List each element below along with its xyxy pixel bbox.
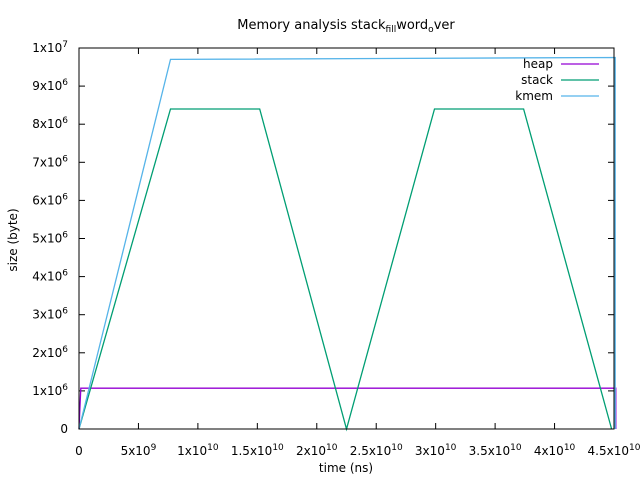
x-tick-label-5-mantissa: 2.5x10 (350, 444, 391, 458)
x-tick-label-3-mantissa: 1.5x10 (231, 444, 272, 458)
y-tick-label-5-exponent: 6 (62, 231, 68, 241)
y-tick-label-2-mantissa: 2x10 (32, 346, 62, 360)
x-tick-label-1-mantissa: 5x10 (121, 444, 151, 458)
y-tick-label-5: 5x106 (32, 231, 68, 246)
y-tick-labels: 01x1062x1063x1064x1065x1066x1067x1068x10… (32, 40, 68, 436)
x-tick-label-8: 4x1010 (534, 443, 576, 458)
y-tick-label-8-exponent: 6 (62, 116, 68, 126)
x-tick-label-7-mantissa: 3.5x10 (469, 444, 510, 458)
x-tick-label-5-exponent: 10 (391, 443, 403, 453)
series-line-heap (78, 387, 617, 430)
x-tick-label-9: 4.5x1010 (588, 443, 640, 458)
chart-title-mid: word (396, 18, 428, 33)
y-tick-label-7: 7x106 (32, 154, 68, 169)
y-tick-label-2: 2x106 (32, 345, 68, 360)
plot-frame (78, 47, 615, 430)
chart-title: Memory analysis stackfillwordover (237, 18, 455, 35)
x-tick-label-0: 0 (75, 444, 83, 458)
x-tick-label-7: 3.5x1010 (469, 443, 522, 458)
y-tick-label-9: 9x106 (32, 78, 68, 93)
legend-label-stack: stack (521, 73, 553, 87)
y-tick-label-2-exponent: 6 (62, 345, 68, 355)
x-tick-label-6-mantissa: 3x10 (415, 444, 445, 458)
y-tick-label-0: 0 (60, 422, 68, 436)
x-tick-label-4-exponent: 10 (326, 443, 338, 453)
legend: heap stack kmem (515, 57, 599, 103)
x-tick-label-5: 2.5x1010 (350, 443, 403, 458)
series-line-stack (78, 108, 613, 432)
y-tick-label-7-mantissa: 7x10 (32, 155, 62, 169)
x-axis-label: time (ns) (319, 461, 373, 475)
chart-title-sub2: o (428, 25, 434, 35)
y-tick-label-9-mantissa: 9x10 (32, 79, 62, 93)
y-tick-label-8: 8x106 (32, 116, 68, 131)
y-tick-label-0-mantissa: 0 (60, 422, 68, 436)
series-line-kmem (78, 56, 616, 430)
x-tick-label-9-mantissa: 4.5x10 (588, 444, 629, 458)
y-tick-label-3-exponent: 6 (62, 307, 68, 317)
y-tick-label-6-mantissa: 6x10 (32, 193, 62, 207)
x-tick-label-2-exponent: 10 (207, 443, 219, 453)
y-tick-label-1: 1x106 (32, 383, 68, 398)
y-tick-label-3: 3x106 (32, 307, 68, 322)
y-tick-label-4-mantissa: 4x10 (32, 270, 62, 284)
y-tick-label-8-mantissa: 8x10 (32, 117, 62, 131)
x-tick-label-8-mantissa: 4x10 (534, 444, 564, 458)
x-tick-label-9-exponent: 10 (629, 443, 640, 453)
tick-marks (78, 47, 615, 430)
chart-title-tail: ver (434, 18, 456, 33)
x-tick-label-7-exponent: 10 (510, 443, 522, 453)
legend-label-heap: heap (523, 57, 553, 71)
x-tick-label-1: 5x109 (121, 443, 157, 458)
y-tick-label-6-exponent: 6 (62, 192, 68, 202)
y-tick-label-10-mantissa: 1x10 (32, 41, 62, 55)
x-tick-label-4-mantissa: 2x10 (296, 444, 326, 458)
x-tick-label-2-mantissa: 1x10 (177, 444, 207, 458)
x-tick-label-8-exponent: 10 (564, 443, 576, 453)
y-tick-label-4-exponent: 6 (62, 269, 68, 279)
y-tick-label-10: 1x107 (32, 40, 68, 55)
x-tick-label-6: 3x1010 (415, 443, 457, 458)
y-tick-label-7-exponent: 6 (62, 154, 68, 164)
x-tick-label-3-exponent: 10 (272, 443, 284, 453)
x-tick-label-0-mantissa: 0 (75, 444, 83, 458)
y-tick-label-4: 4x106 (32, 269, 68, 284)
x-tick-label-1-exponent: 9 (151, 443, 157, 453)
y-tick-label-1-exponent: 6 (62, 383, 68, 393)
legend-label-kmem: kmem (515, 89, 553, 103)
x-tick-label-6-exponent: 10 (445, 443, 457, 453)
y-tick-label-3-mantissa: 3x10 (32, 308, 62, 322)
x-tick-labels: 0 5x109 1x1010 1.5x1010 2x1010 2.5x1010 3x1010… (75, 443, 640, 458)
y-axis-label: size (byte) (6, 208, 20, 271)
series-lines (78, 56, 617, 432)
x-tick-label-2: 1x1010 (177, 443, 219, 458)
chart-title-main: Memory analysis stack (237, 18, 386, 33)
y-tick-label-9-exponent: 6 (62, 78, 68, 88)
y-tick-label-6: 6x106 (32, 192, 68, 207)
x-tick-label-4: 2x1010 (296, 443, 338, 458)
chart-title-sub1: fill (386, 25, 397, 35)
y-tick-label-5-mantissa: 5x10 (32, 232, 62, 246)
y-tick-label-1-mantissa: 1x10 (32, 384, 62, 398)
y-tick-label-10-exponent: 7 (62, 40, 68, 50)
x-tick-label-3: 1.5x1010 (231, 443, 284, 458)
